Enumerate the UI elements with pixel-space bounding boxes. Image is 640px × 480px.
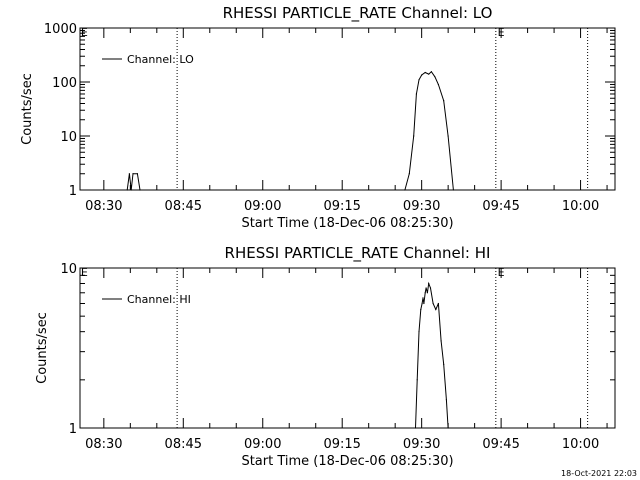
data-point — [128, 173, 130, 175]
data-point — [452, 189, 454, 191]
data-point — [425, 287, 427, 289]
data-point — [126, 189, 128, 191]
data-point — [429, 287, 432, 289]
timestamp: 18-Oct-2021 22:03 — [561, 469, 637, 478]
data-point — [437, 302, 439, 305]
data-point — [426, 292, 428, 294]
x-tick-label: 08:45 — [165, 437, 202, 452]
data-point — [435, 308, 437, 311]
x-tick-label: 09:45 — [482, 437, 519, 452]
x-axis-label: Start Time (18-Dec-06 08:25:30) — [241, 454, 453, 469]
data-point — [421, 302, 423, 305]
data-point — [440, 340, 442, 342]
chart-title: RHESSI PARTICLE_RATE Channel: LO — [223, 4, 493, 23]
x-tick-label: 09:15 — [323, 437, 360, 452]
data-point — [423, 302, 425, 305]
data-point — [428, 73, 430, 75]
data-point — [447, 135, 449, 137]
data-point — [139, 189, 141, 191]
annotation-e: E — [81, 26, 88, 39]
data-point — [424, 292, 426, 294]
y-tick-label: 10 — [60, 130, 77, 145]
x-tick-label: 09:30 — [403, 437, 440, 452]
x-tick-label: 09:45 — [482, 199, 519, 214]
y-tick-label: 10 — [60, 262, 77, 277]
data-point — [130, 189, 132, 191]
data-point — [408, 173, 410, 175]
data-point — [404, 189, 406, 191]
data-point — [424, 71, 426, 74]
data-point — [432, 302, 434, 305]
data-point — [413, 135, 415, 137]
plot-frame — [79, 267, 616, 429]
data-point — [415, 93, 417, 95]
x-tick-label: 09:00 — [244, 437, 281, 452]
data-point — [430, 71, 432, 73]
data-point — [437, 83, 439, 86]
legend-entry: Channel: HI — [127, 293, 191, 306]
data-point — [428, 282, 430, 285]
data-point — [136, 173, 138, 175]
legend-entry: Channel: LO — [127, 53, 194, 66]
data-point — [418, 331, 420, 333]
y-axis-label: Counts/sec — [35, 312, 50, 384]
data-point — [447, 427, 449, 429]
x-tick-label: 08:45 — [165, 199, 202, 214]
chart-lo: RHESSI PARTICLE_RATE Channel: LO Start Ti… — [20, 4, 616, 231]
y-tick-label: 100 — [52, 76, 77, 91]
x-tick-label: 08:30 — [85, 437, 122, 452]
y-tick-label: 1000 — [44, 22, 77, 37]
x-tick-label: 09:00 — [244, 199, 281, 214]
y-tick-label: 1 — [69, 422, 77, 437]
data-point — [420, 308, 422, 311]
y-tick-label: 1 — [69, 184, 77, 199]
x-tick-label: 09:30 — [403, 199, 440, 214]
data-point — [414, 427, 417, 429]
data-point — [443, 363, 445, 365]
data-point — [422, 297, 424, 299]
x-tick-label: 10:00 — [562, 437, 599, 452]
data-point — [434, 76, 436, 78]
data-point — [445, 399, 447, 401]
x-tick-label: 09:15 — [323, 199, 360, 214]
data-point — [418, 79, 420, 81]
data-point — [421, 74, 423, 76]
x-tick-label: 10:00 — [562, 199, 599, 214]
chart-hi: RHESSI PARTICLE_RATE Channel: HI Start Ti… — [35, 244, 616, 469]
y-axis-label: Counts/sec — [20, 73, 35, 145]
x-axis-label: Start Time (18-Dec-06 08:25:30) — [241, 216, 453, 231]
series-line-hi — [415, 281, 449, 429]
x-tick-label: 08:30 — [85, 199, 122, 214]
annotation-e: E — [81, 266, 88, 279]
chart-title: RHESSI PARTICLE_RATE Channel: HI — [225, 244, 491, 263]
annotation-e: E — [498, 26, 505, 39]
data-point — [443, 100, 445, 102]
data-point — [416, 379, 418, 381]
data-point — [132, 173, 134, 175]
annotation-e: E — [498, 266, 505, 279]
series-line-lo — [126, 70, 454, 191]
